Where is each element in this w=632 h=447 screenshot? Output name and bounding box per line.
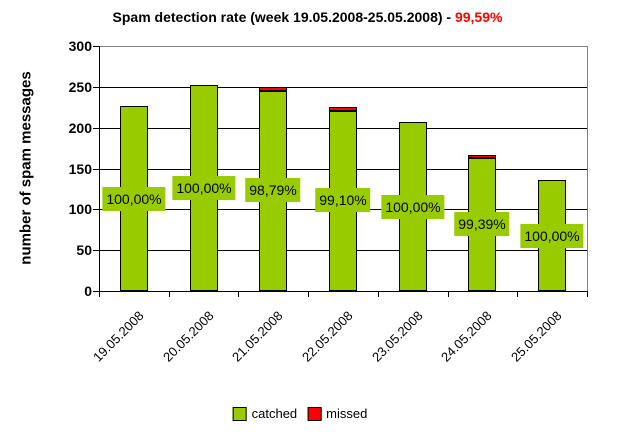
y-tick-mark (93, 209, 99, 210)
y-tick-mark (93, 128, 99, 129)
y-tick-mark (93, 250, 99, 251)
legend-swatch-catched (232, 406, 247, 421)
y-tick-label: 150 (68, 161, 92, 177)
bar-segment-missed (329, 107, 357, 111)
legend-label-catched: catched (251, 406, 298, 421)
bar-segment-missed (468, 155, 496, 158)
bar-percent-label: 98,79% (245, 178, 301, 202)
y-tick-mark (93, 291, 99, 292)
y-tick-label: 50 (76, 242, 92, 258)
chart-title: Spam detection rate (week 19.05.2008-25.… (0, 9, 615, 25)
x-tick-mark (517, 292, 518, 297)
x-category-label: 22.05.2008 (298, 308, 356, 365)
y-tick-mark (93, 87, 99, 88)
chart-title-rate: 99,59% (454, 9, 503, 25)
x-tick-mark (308, 292, 309, 297)
y-tick-label: 200 (68, 120, 92, 136)
bar-percent-label: 99,10% (315, 188, 371, 212)
x-category-label: 23.05.2008 (368, 308, 426, 365)
legend-item-missed: missed (307, 406, 367, 421)
y-tick-mark (93, 169, 99, 170)
plot-border-right (587, 46, 588, 292)
chart-title-text: Spam detection rate (week 19.05.2008-25.… (112, 9, 455, 25)
legend: catched missed (232, 406, 367, 421)
bar-percent-label: 100,00% (520, 224, 584, 248)
legend-item-catched: catched (232, 406, 298, 421)
x-category-label: 25.05.2008 (507, 308, 565, 365)
bar-percent-label: 100,00% (172, 176, 236, 200)
x-axis-line (99, 291, 588, 292)
gridline (100, 87, 587, 88)
x-tick-mark (448, 292, 449, 297)
y-tick-label: 250 (68, 79, 92, 95)
x-category-label: 20.05.2008 (159, 308, 217, 365)
bar-segment-missed (259, 87, 287, 91)
bar-percent-label: 99,39% (454, 212, 510, 236)
x-tick-mark (169, 292, 170, 297)
x-category-label: 21.05.2008 (228, 308, 286, 365)
y-tick-label: 100 (68, 201, 92, 217)
legend-swatch-missed (307, 406, 322, 421)
x-category-label: 19.05.2008 (89, 308, 147, 365)
bar-percent-label: 100,00% (102, 187, 166, 211)
y-axis-title: number of spam messages (17, 71, 35, 265)
x-tick-mark (238, 292, 239, 297)
bar-percent-label: 100,00% (381, 195, 445, 219)
y-tick-label: 300 (68, 38, 92, 54)
x-tick-mark (587, 292, 588, 297)
x-tick-mark (99, 292, 100, 297)
y-axis-line (99, 46, 100, 292)
plot-border-top (99, 46, 588, 47)
y-tick-label: 0 (84, 283, 92, 299)
x-category-label: 24.05.2008 (437, 308, 495, 365)
y-tick-mark (93, 46, 99, 47)
x-tick-mark (378, 292, 379, 297)
legend-label-missed: missed (326, 406, 368, 421)
